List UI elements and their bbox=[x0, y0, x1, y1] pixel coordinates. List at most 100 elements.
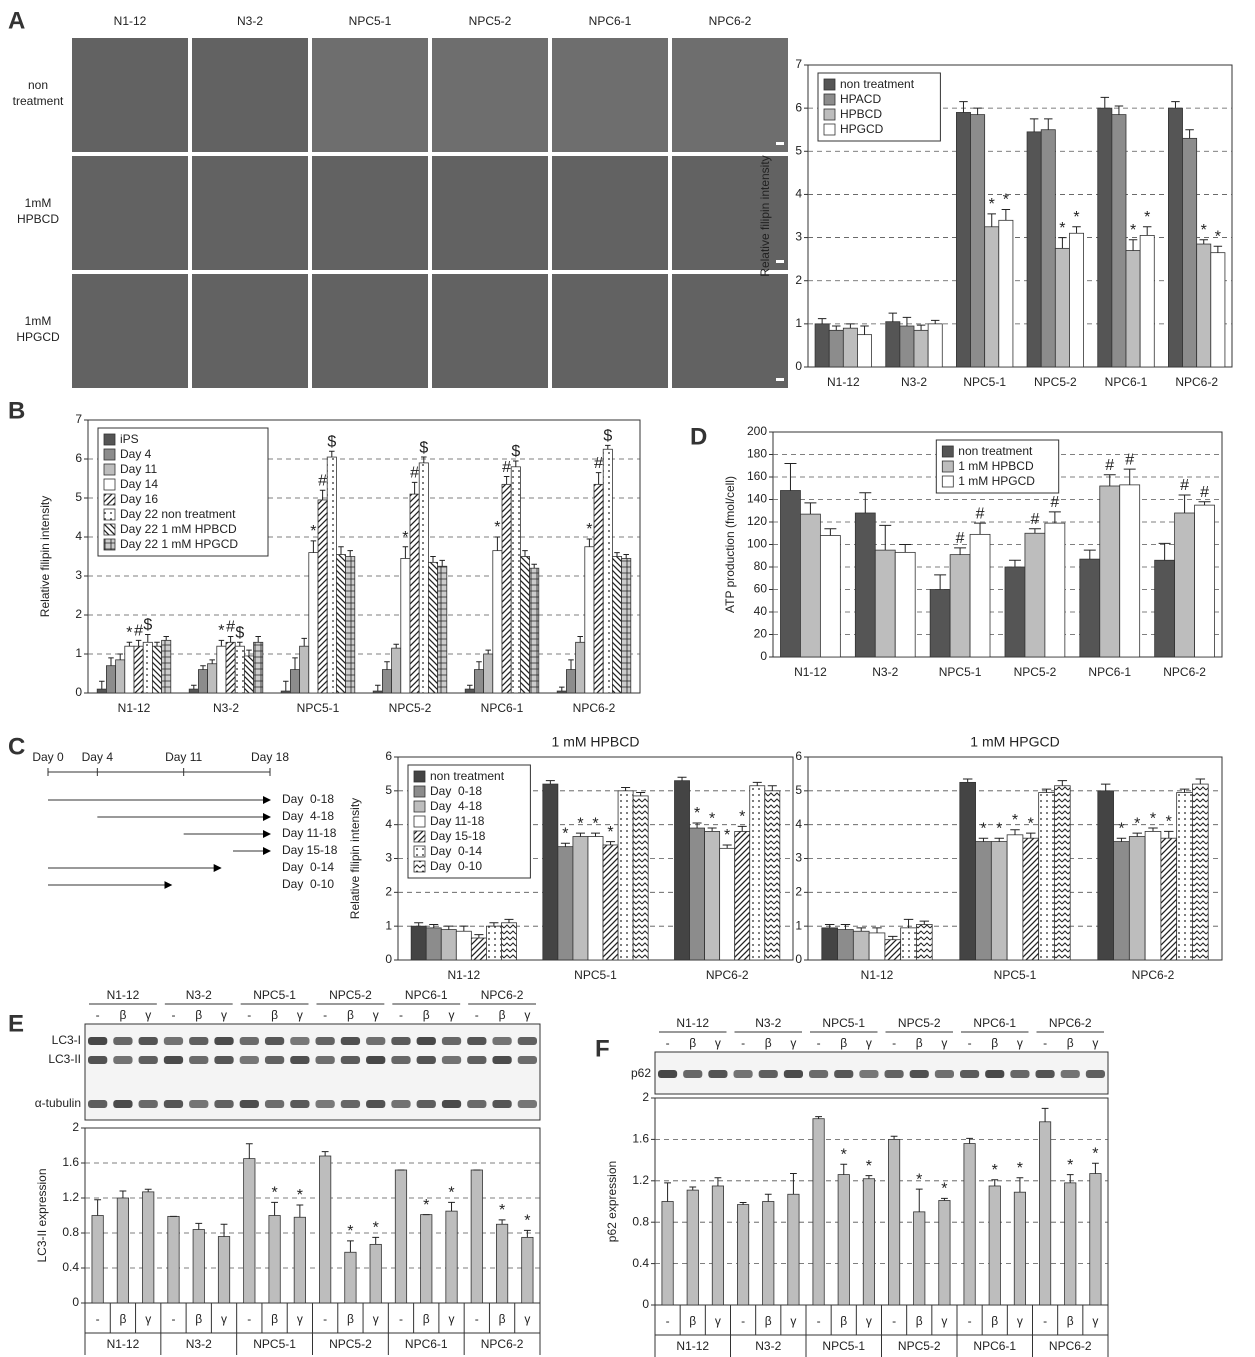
x-tick-label: - bbox=[666, 1314, 670, 1328]
bar bbox=[576, 642, 585, 693]
annotation: # bbox=[976, 505, 985, 522]
bar bbox=[244, 656, 253, 693]
column-label: N3-2 bbox=[237, 14, 263, 28]
bar bbox=[557, 691, 566, 693]
x-tick-label: β bbox=[499, 1312, 506, 1326]
error-bar bbox=[623, 555, 629, 559]
panel-label: B bbox=[8, 397, 25, 424]
error-bar bbox=[768, 786, 777, 791]
bar bbox=[1211, 253, 1225, 367]
annotation: $ bbox=[419, 439, 428, 456]
bar bbox=[633, 796, 648, 960]
panel-label: A bbox=[8, 7, 25, 34]
legend-label: Day 0-18 bbox=[430, 784, 482, 798]
y-tick-label: 7 bbox=[75, 412, 82, 426]
error-bar bbox=[790, 1174, 797, 1195]
blot-lane: β bbox=[423, 1008, 430, 1022]
bar bbox=[1039, 1122, 1050, 1305]
error-bar bbox=[120, 1191, 127, 1198]
y-axis-label: Relative filipin intensity bbox=[758, 155, 772, 276]
blot-band bbox=[859, 1070, 878, 1078]
bar bbox=[900, 326, 914, 367]
bar bbox=[1183, 138, 1197, 367]
annotation: * bbox=[739, 809, 745, 826]
blot-lane: - bbox=[892, 1036, 896, 1050]
x-tick-label: β bbox=[195, 1312, 202, 1326]
blot-lane: - bbox=[399, 1008, 403, 1022]
y-tick-label: 5 bbox=[795, 783, 802, 797]
error-bar bbox=[904, 919, 913, 927]
y-tick-label: 6 bbox=[795, 100, 802, 114]
bar bbox=[838, 930, 854, 960]
annotation: * bbox=[373, 1220, 379, 1237]
error-bar bbox=[444, 926, 453, 929]
x-tick-label: NPC6-1 bbox=[1105, 375, 1148, 389]
bar bbox=[1054, 786, 1070, 960]
bar bbox=[92, 1216, 103, 1304]
bar bbox=[960, 782, 976, 960]
blot-band bbox=[442, 1056, 461, 1064]
bar bbox=[788, 1194, 799, 1305]
error-bar bbox=[818, 319, 826, 324]
x-tick-label: NPC6-2 bbox=[573, 701, 616, 715]
error-bar bbox=[495, 537, 501, 551]
annotation: * bbox=[1073, 209, 1079, 226]
annotation: * bbox=[866, 1158, 872, 1175]
group-label: NPC5-1 bbox=[253, 1337, 296, 1351]
error-bar bbox=[1101, 784, 1110, 791]
blot-group: NPC5-2 bbox=[329, 988, 372, 1002]
bar bbox=[226, 642, 235, 693]
blot-band bbox=[366, 1100, 385, 1108]
annotation: * bbox=[1134, 815, 1140, 832]
bar bbox=[991, 842, 1007, 960]
x-tick-label: β bbox=[1067, 1314, 1074, 1328]
annotation: * bbox=[423, 1197, 429, 1214]
annotation: * bbox=[1118, 820, 1124, 837]
blot-band bbox=[492, 1037, 511, 1045]
x-tick-label: γ bbox=[145, 1312, 151, 1326]
micrograph bbox=[672, 274, 788, 388]
x-tick-label: - bbox=[741, 1314, 745, 1328]
error-bar bbox=[311, 541, 317, 553]
error-bar bbox=[872, 928, 881, 933]
column-label: NPC6-2 bbox=[709, 14, 752, 28]
bar bbox=[152, 646, 161, 693]
blot-band bbox=[189, 1037, 208, 1045]
annotation: # bbox=[1105, 457, 1114, 474]
y-axis-label: Relative filipin intensity bbox=[348, 798, 362, 919]
group-label: NPC6-2 bbox=[1049, 1339, 1092, 1353]
error-bar bbox=[591, 833, 600, 836]
error-bar bbox=[372, 1237, 379, 1244]
bar bbox=[1177, 793, 1193, 960]
bar bbox=[885, 940, 901, 960]
y-tick-label: 4 bbox=[795, 817, 802, 831]
bar bbox=[930, 590, 950, 658]
x-tick-label: - bbox=[968, 1314, 972, 1328]
error-bar bbox=[974, 523, 986, 534]
error-bar bbox=[888, 936, 897, 939]
error-bar bbox=[954, 548, 966, 555]
row-label: HPBCD bbox=[17, 212, 59, 226]
annotation: * bbox=[1012, 812, 1018, 829]
error-bar bbox=[347, 551, 353, 557]
group-label: NPC6-2 bbox=[481, 1337, 524, 1351]
annotation: * bbox=[992, 1162, 998, 1179]
annotation: * bbox=[1215, 228, 1221, 245]
legend-swatch bbox=[824, 109, 835, 120]
error-bar bbox=[1171, 102, 1179, 108]
bar bbox=[395, 1170, 406, 1303]
bar bbox=[116, 660, 125, 693]
blot-band bbox=[442, 1037, 461, 1045]
error-bar bbox=[1067, 1175, 1074, 1183]
column-label: NPC5-1 bbox=[349, 14, 392, 28]
bar bbox=[780, 491, 800, 658]
error-bar bbox=[271, 1202, 278, 1215]
blot-band bbox=[139, 1037, 158, 1045]
blot-band bbox=[88, 1100, 107, 1108]
x-tick-label: β bbox=[271, 1312, 278, 1326]
error-bar bbox=[824, 529, 836, 536]
blot-band bbox=[1010, 1070, 1029, 1078]
blot-band bbox=[442, 1100, 461, 1108]
y-tick-label: 0 bbox=[795, 952, 802, 966]
blot-lane: γ bbox=[524, 1008, 530, 1022]
